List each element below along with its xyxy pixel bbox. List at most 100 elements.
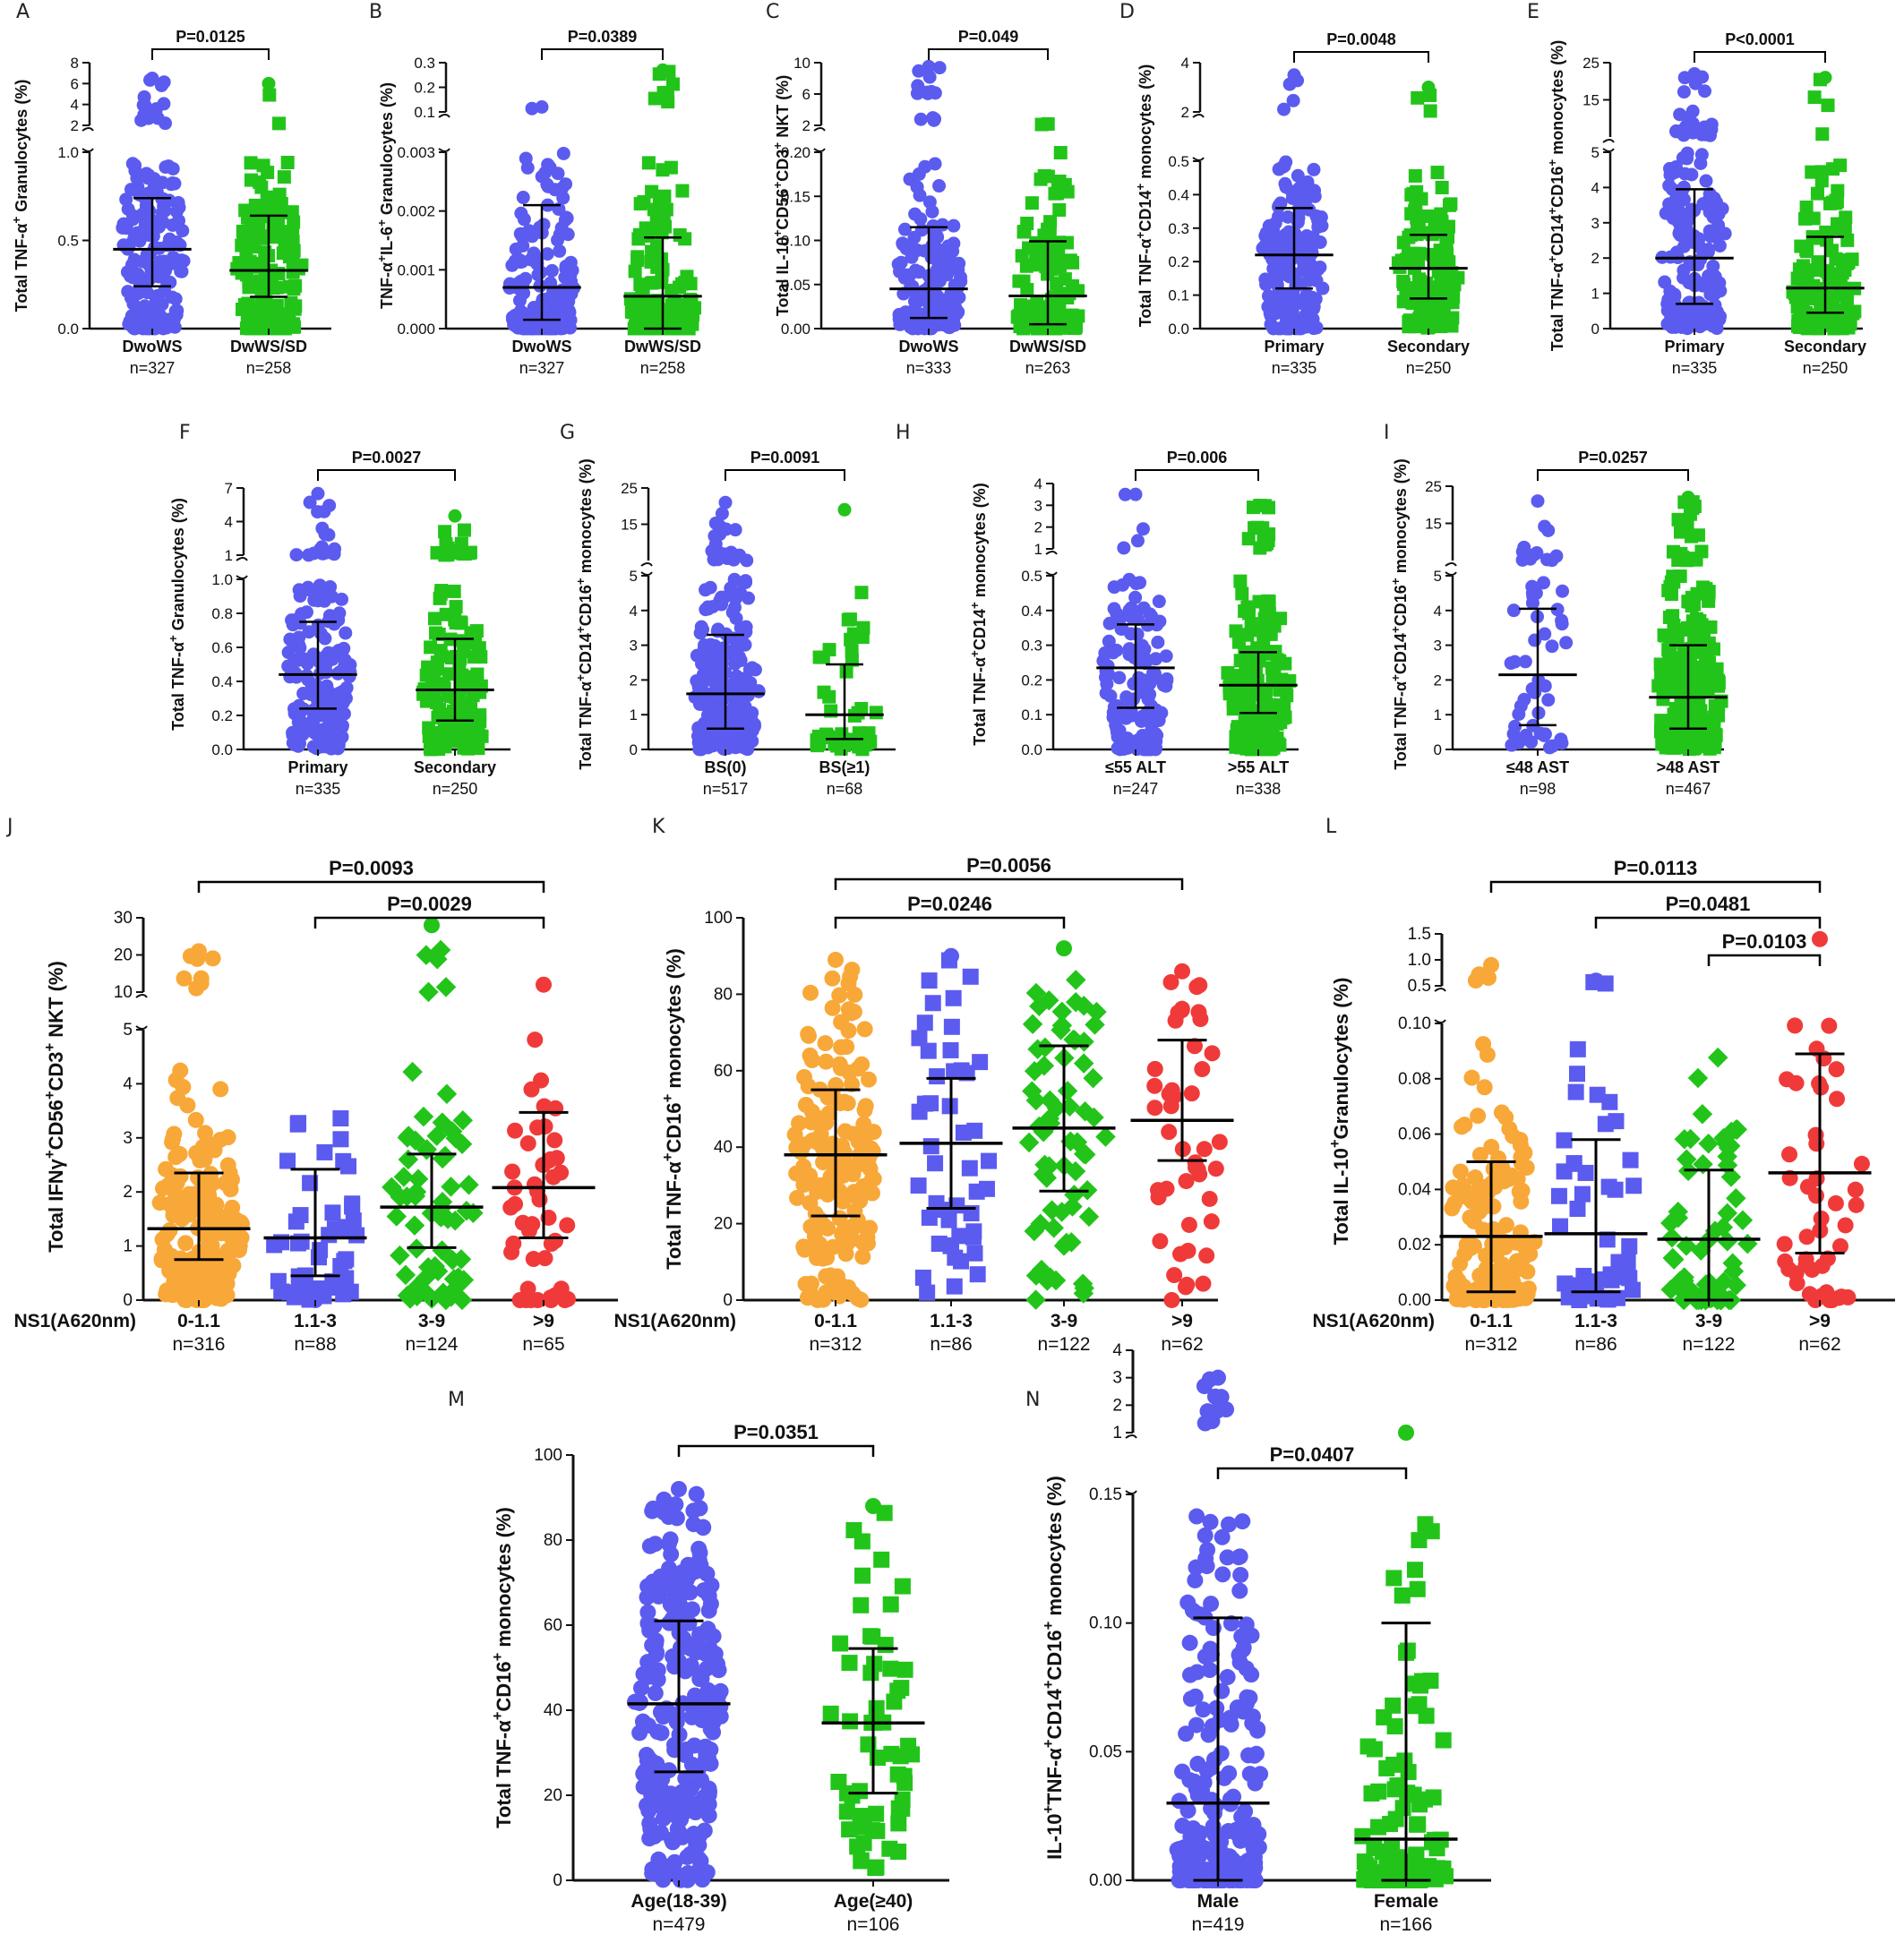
data-point bbox=[141, 186, 155, 201]
data-point bbox=[519, 151, 533, 166]
data-point bbox=[1149, 703, 1163, 717]
y-tick-label: 1 bbox=[630, 706, 638, 723]
data-point bbox=[1660, 680, 1675, 695]
data-point bbox=[953, 1062, 970, 1079]
y-tick-label: 60 bbox=[714, 1062, 733, 1081]
data-point bbox=[867, 1860, 884, 1877]
data-point bbox=[1434, 320, 1448, 334]
data-point bbox=[1276, 265, 1291, 279]
data-point bbox=[1677, 128, 1691, 142]
data-point bbox=[1308, 266, 1322, 280]
data-point bbox=[896, 1775, 913, 1792]
data-point bbox=[1237, 1803, 1254, 1820]
data-point bbox=[232, 256, 246, 270]
data-point bbox=[1497, 1108, 1514, 1126]
data-point bbox=[1840, 233, 1855, 247]
data-point bbox=[1022, 1014, 1043, 1035]
data-point bbox=[1162, 1098, 1179, 1115]
group-points-0 bbox=[116, 72, 191, 336]
data-point bbox=[1707, 1047, 1728, 1068]
data-point bbox=[553, 244, 567, 258]
data-point bbox=[507, 1195, 524, 1212]
data-point bbox=[116, 220, 130, 235]
y-axis-label: Total TNF-α+CD14+ monocytes (%) bbox=[1134, 64, 1155, 328]
data-point bbox=[204, 950, 221, 967]
data-point bbox=[1160, 673, 1174, 688]
axis-break bbox=[1125, 1434, 1137, 1439]
data-point bbox=[695, 1519, 712, 1536]
data-point bbox=[1128, 487, 1143, 501]
data-point bbox=[1682, 276, 1696, 290]
data-point bbox=[1788, 1074, 1805, 1091]
data-point bbox=[1128, 590, 1143, 604]
data-point bbox=[1827, 321, 1841, 336]
data-point bbox=[1435, 215, 1449, 229]
y-axis-label: Total IL-10+CD56+CD3+ NKT (%) bbox=[771, 75, 793, 316]
data-point bbox=[413, 1106, 434, 1127]
panel-letter-B: B bbox=[369, 1, 382, 23]
data-point bbox=[961, 1160, 978, 1177]
data-point bbox=[126, 321, 141, 335]
data-point bbox=[641, 156, 656, 170]
data-point bbox=[1119, 711, 1133, 725]
data-point bbox=[1847, 1181, 1864, 1198]
axis-break bbox=[813, 127, 826, 132]
data-point bbox=[277, 170, 291, 184]
group-label: Primary bbox=[1264, 338, 1324, 355]
data-point bbox=[1574, 1185, 1591, 1203]
data-point bbox=[1125, 611, 1139, 625]
group-label: DwoWS bbox=[123, 338, 183, 355]
data-point bbox=[1053, 146, 1068, 160]
data-point bbox=[1117, 541, 1131, 555]
data-point bbox=[1660, 317, 1675, 331]
y-tick-label: 100 bbox=[704, 909, 733, 928]
data-point bbox=[1680, 151, 1694, 166]
data-point bbox=[899, 242, 913, 256]
data-point bbox=[533, 278, 547, 293]
data-point bbox=[843, 612, 857, 627]
data-point bbox=[1041, 116, 1055, 131]
data-point bbox=[244, 173, 258, 187]
data-point bbox=[910, 86, 924, 100]
data-point bbox=[645, 244, 659, 259]
data-point bbox=[946, 1278, 963, 1295]
data-point bbox=[789, 1138, 806, 1155]
data-point bbox=[1190, 1004, 1207, 1021]
data-point bbox=[535, 100, 549, 114]
data-point bbox=[540, 247, 554, 261]
y-tick-label: 2 bbox=[71, 117, 79, 134]
axis-break bbox=[1045, 551, 1058, 555]
data-point bbox=[856, 1101, 873, 1118]
data-point bbox=[530, 254, 545, 269]
data-point bbox=[1134, 714, 1148, 728]
data-point bbox=[321, 691, 335, 706]
data-point bbox=[934, 1202, 951, 1219]
y-axis-label: Total TNF-α+CD14+ monocytes (%) bbox=[968, 483, 990, 746]
data-point bbox=[1470, 1108, 1487, 1125]
data-point bbox=[924, 995, 941, 1012]
data-point bbox=[965, 1223, 982, 1240]
panel-letter-M: M bbox=[448, 1389, 465, 1411]
data-point bbox=[1519, 728, 1533, 742]
p-value-label: P=0.006 bbox=[1167, 449, 1228, 466]
p-value-label: P=0.0481 bbox=[1666, 893, 1751, 915]
data-point bbox=[690, 1850, 707, 1867]
data-point bbox=[1657, 628, 1671, 642]
data-point bbox=[459, 1174, 479, 1195]
data-point bbox=[699, 1660, 716, 1677]
data-point bbox=[166, 1126, 183, 1143]
data-point bbox=[1798, 211, 1813, 226]
data-point bbox=[656, 163, 670, 177]
y-tick-label: 2 bbox=[1034, 519, 1042, 536]
data-point bbox=[705, 730, 719, 744]
data-point bbox=[646, 276, 660, 290]
data-point bbox=[326, 1220, 343, 1237]
data-point bbox=[1512, 707, 1526, 722]
y-tick-label: 0.1 bbox=[414, 104, 435, 121]
group-points-1 bbox=[1651, 490, 1728, 757]
data-point bbox=[1048, 186, 1062, 201]
y-tick-label: 2 bbox=[1591, 250, 1600, 267]
data-point bbox=[1284, 294, 1299, 308]
y-tick-label: 100 bbox=[534, 1446, 562, 1465]
data-point bbox=[319, 665, 333, 680]
